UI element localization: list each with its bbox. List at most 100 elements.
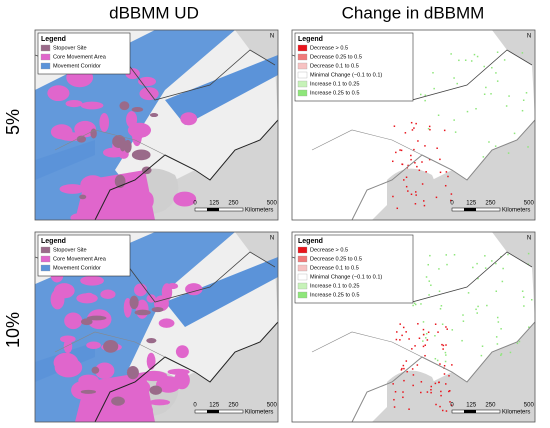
legend-label: Decrease 0.25 to 0.5: [310, 256, 362, 262]
change-pixel: [462, 320, 465, 322]
stopover: [149, 385, 163, 395]
stopover: [91, 366, 100, 374]
legend-label: Decrease > 0.5: [310, 45, 348, 51]
border: [351, 321, 535, 422]
change-pixel: [402, 396, 404, 399]
change-pixel: [440, 390, 442, 393]
change-pixel: [440, 394, 442, 397]
core-area: [100, 289, 116, 300]
border: [94, 321, 278, 422]
change-pixel: [415, 122, 417, 125]
change-pixel: [484, 255, 486, 257]
core-area: [53, 283, 75, 299]
change-pixel: [505, 105, 508, 107]
legend-box: [37, 32, 131, 75]
core-area: [132, 126, 142, 147]
change-pixel: [393, 125, 396, 127]
change-pixel: [411, 348, 413, 350]
change-pixel: [483, 65, 485, 68]
core-area: [47, 85, 70, 102]
core-area: [148, 399, 171, 406]
core-area: [173, 191, 197, 207]
legend-title: Legend: [298, 36, 323, 43]
change-pixel: [495, 72, 497, 74]
change-pixel: [414, 303, 417, 306]
change-pixel: [466, 110, 469, 113]
column-title: dBBMM UD: [109, 3, 199, 22]
core-area: [102, 147, 125, 158]
change-pixel: [420, 391, 422, 394]
change-pixel: [450, 193, 453, 195]
core-area: [80, 101, 104, 110]
change-pixel: [433, 87, 435, 90]
change-pixel: [430, 388, 432, 391]
legend-label: Decrease > 0.5: [310, 247, 348, 253]
change-pixel: [486, 304, 488, 307]
corridor: [165, 257, 278, 327]
change-pixel: [496, 80, 499, 82]
scale-tick: 125: [209, 403, 220, 409]
change-pixel: [421, 161, 423, 163]
change-pixel: [497, 321, 500, 323]
change-pixel: [430, 385, 433, 388]
change-pixel: [408, 338, 410, 340]
change-pixel: [467, 292, 470, 294]
change-pixel: [406, 370, 408, 373]
change-pixel: [509, 351, 512, 354]
north-arrow: N: [527, 34, 531, 40]
change-pixel: [458, 59, 460, 62]
scale-unit: Kilometers: [245, 410, 273, 416]
scale-tick: 500: [524, 403, 535, 409]
legend-title: Legend: [41, 36, 66, 43]
stopover: [80, 389, 97, 394]
change-pixel: [415, 191, 417, 193]
change-pixel: [445, 171, 448, 173]
change-pixel: [448, 375, 450, 377]
change-pixel: [410, 193, 413, 196]
stopover: [131, 106, 144, 113]
core-area: [99, 113, 110, 132]
change-pixel: [476, 262, 478, 265]
core-area: [60, 335, 76, 343]
change-pixel: [416, 364, 419, 366]
change-pixel: [423, 204, 426, 207]
change-pixel: [521, 290, 524, 292]
change-pixel: [422, 345, 425, 348]
change-pixel: [449, 390, 451, 392]
change-pixel: [434, 323, 437, 325]
north-arrow: N: [270, 34, 274, 40]
legend-label: Increase 0.1 to 0.25: [310, 81, 359, 87]
change-pixel: [426, 339, 429, 341]
change-pixel: [421, 183, 424, 185]
change-pixel: [444, 360, 447, 363]
core-area: [65, 99, 83, 108]
legend-label: Increase 0.25 to 0.5: [310, 90, 359, 96]
change-pixel: [444, 351, 447, 354]
row-label: 10%: [3, 312, 23, 348]
change-pixel: [434, 382, 437, 385]
change-pixel: [439, 171, 442, 174]
change-pixel: [420, 93, 422, 96]
change-pixel: [445, 344, 447, 346]
stopover: [86, 315, 107, 321]
change-pixel: [414, 203, 417, 205]
legend-swatch: [297, 264, 308, 272]
change-pixel: [435, 403, 437, 406]
change-pixel: [528, 326, 530, 328]
column-title: Change in dBBMM: [342, 3, 485, 22]
north-arrow: N: [270, 236, 274, 242]
scale-bar: [207, 208, 219, 211]
stopover: [79, 194, 87, 200]
core-area: [94, 362, 115, 379]
change-pixel: [415, 194, 417, 196]
scale-bar: [207, 410, 219, 413]
change-pixel: [422, 340, 424, 342]
change-pixel: [425, 171, 427, 173]
change-pixel: [482, 156, 485, 158]
change-pixel: [462, 314, 464, 316]
legend-swatch: [297, 89, 308, 97]
legend-box: [294, 32, 414, 102]
change-pixel: [442, 344, 445, 347]
stopover: [103, 340, 119, 353]
